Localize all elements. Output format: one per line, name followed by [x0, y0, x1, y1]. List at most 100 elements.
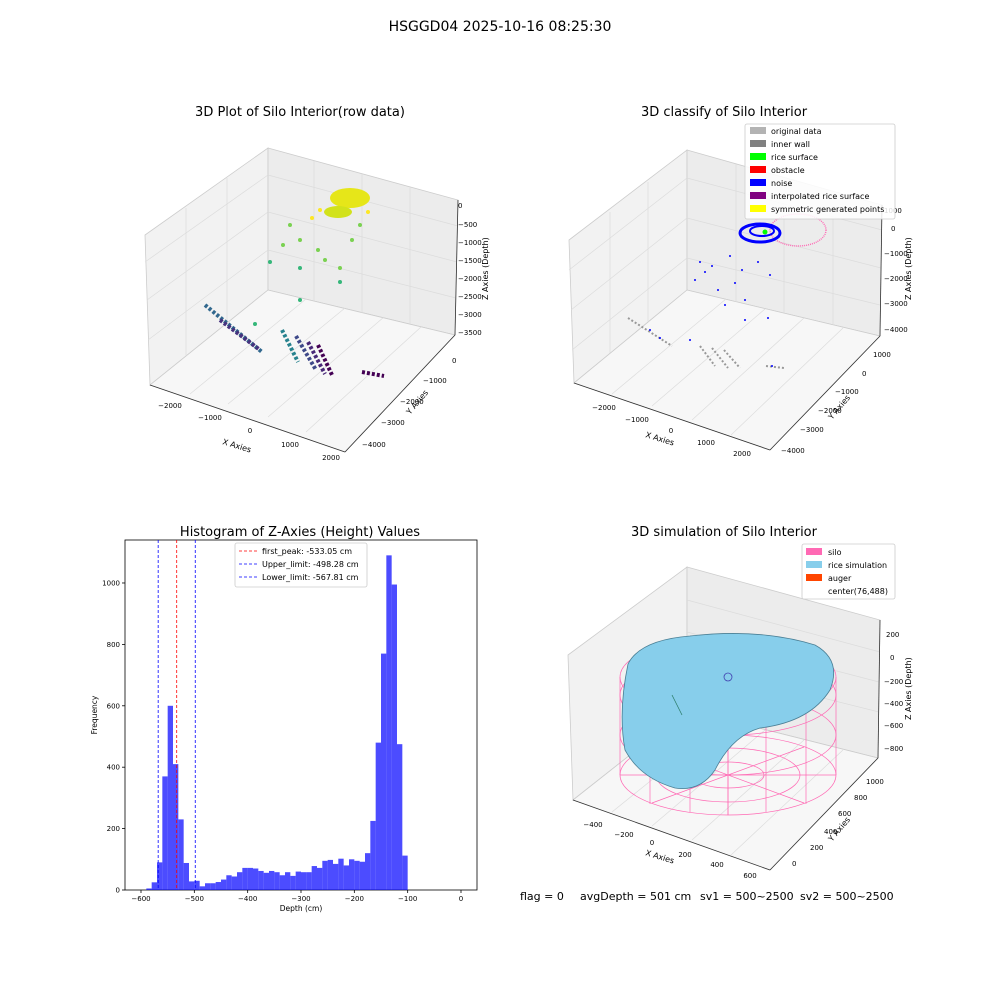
raw-y-axis-line: [344, 334, 456, 453]
classify-noise-point: [699, 261, 701, 263]
classify-noise-point: [694, 279, 696, 281]
raw-z-axis-line: [454, 199, 459, 336]
simulation-z-axis-label: Z Axies (Depth): [904, 657, 913, 720]
classify-ytick: −3000: [800, 426, 824, 434]
classify-points: [627, 213, 827, 369]
panel-raw-title: 3D Plot of Silo Interior(row data): [195, 105, 405, 120]
histogram-legend-label: Upper_limit: -498.28 cm: [262, 560, 359, 569]
histogram-bar: [327, 859, 333, 890]
histogram-bar: [279, 875, 285, 890]
simulation-ztick: −600: [884, 722, 903, 730]
panel-simulation-title: 3D simulation of Silo Interior: [631, 525, 818, 540]
classify-legend-items: original data inner wall rice surface obsta…: [750, 127, 884, 214]
histogram-xtick-label: −400: [238, 895, 257, 903]
simulation-xtick: 600: [743, 872, 756, 880]
histogram-legend-frame: [234, 542, 368, 588]
simulation-x-axis-label: X Axies: [644, 848, 675, 865]
histogram-bar: [274, 872, 280, 890]
silo-floor-spoke: [651, 746, 805, 804]
raw-xtick: 0: [248, 427, 252, 435]
raw-ztick: −500: [458, 221, 477, 229]
histogram-xtick-label: −200: [345, 895, 364, 903]
simulation-ytick: 0: [792, 860, 796, 868]
raw-point: [366, 210, 370, 214]
histogram-bar: [178, 819, 184, 890]
simulation-legend-items: silo rice simulation auger center(76,488): [806, 548, 888, 596]
panel-raw-axes-box: [144, 147, 459, 453]
histogram-bar: [231, 876, 237, 890]
histogram-ytick-label: 200: [107, 825, 120, 833]
classify-ztick: −3000: [884, 300, 908, 308]
raw-point: [253, 322, 257, 326]
raw-ztick: −2000: [458, 275, 482, 283]
classify-y-axis-line: [769, 335, 881, 451]
simulation-legend: silo rice simulation auger center(76,488): [801, 543, 896, 600]
footer-flag: flag = 0: [520, 890, 564, 903]
histogram-ytick-label: 400: [107, 764, 120, 772]
rice-simulation-surface: [621, 633, 834, 789]
classify-legend-label: inner wall: [771, 140, 810, 149]
histogram-bar: [397, 744, 403, 890]
footer-avg-depth: avgDepth = 501 cm: [580, 890, 691, 903]
classify-legend-swatch: [750, 140, 766, 147]
classify-legend-label: noise: [771, 179, 792, 188]
simulation-legend-swatch: [806, 561, 822, 568]
histogram-ytick-label: 1000: [102, 579, 120, 587]
simulation-xtick: 200: [678, 851, 691, 859]
classify-noise-point: [767, 317, 769, 319]
classify-legend-swatch: [750, 205, 766, 212]
raw-scatter-path: [218, 318, 262, 352]
panel-classify-title: 3D classify of Silo Interior: [641, 105, 808, 120]
histogram-bar: [370, 820, 376, 890]
raw-point: [350, 238, 354, 242]
simulation-z-axis-line: [877, 619, 881, 759]
panel-classify: 3D classify of Silo Interior −2000 −1000…: [568, 105, 913, 458]
histogram-ytick-label: 600: [107, 702, 120, 710]
histogram-xtick-label: −300: [291, 895, 310, 903]
histogram-xtick-label: −600: [131, 895, 150, 903]
classify-x-axis-line: [573, 382, 771, 451]
classify-interpolated-surface: [769, 213, 827, 247]
raw-ztick: −3500: [458, 329, 482, 337]
histogram-bar: [183, 862, 189, 890]
classify-ytick: 1000: [873, 351, 891, 359]
classify-xtick: 0: [669, 427, 673, 435]
simulation-ztick: −400: [884, 700, 903, 708]
simulation-footer: flag = 0 avgDepth = 501 cm sv1 = 500~250…: [520, 890, 894, 903]
raw-xtick: 1000: [281, 441, 299, 449]
classify-z-axis-label: Z Axies (Depth): [904, 237, 913, 300]
raw-point: [318, 208, 322, 212]
histogram-bar: [258, 870, 264, 890]
histogram-bar: [306, 872, 312, 890]
classify-ytick: 0: [862, 370, 866, 378]
histogram-bar: [253, 868, 259, 890]
classify-noise-point: [744, 319, 746, 321]
histogram-bar: [242, 867, 248, 890]
histogram-bar: [215, 882, 221, 890]
footer-sv1: sv1 = 500~2500: [700, 890, 794, 903]
histogram-bar: [173, 764, 179, 890]
raw-point: [298, 298, 302, 302]
raw-ytick: −4000: [362, 441, 386, 449]
raw-scatter-path: [316, 344, 334, 376]
histogram-legend-label: Lower_limit: -567.81 cm: [262, 573, 359, 582]
simulation-y-axis-line: [769, 757, 879, 871]
histogram-y-ticks: 0 200 400 600 800 1000: [102, 579, 125, 895]
histogram-x-ticks: −600 −500 −400 −300 −200 −100 0: [131, 890, 463, 903]
histogram-bar: [157, 862, 163, 890]
classify-ztick: −2000: [884, 275, 908, 283]
histogram-bar: [338, 858, 344, 890]
simulation-legend-label: rice simulation: [828, 561, 887, 570]
simulation-ytick: 200: [810, 844, 823, 852]
simulation-xtick: 400: [710, 861, 723, 869]
classify-original-path: [765, 365, 785, 369]
histogram-bar: [354, 860, 360, 890]
classify-xtick: 1000: [697, 439, 715, 447]
histogram-bar: [237, 872, 243, 890]
histogram-bar: [162, 776, 168, 890]
simulation-legend-frame: [801, 543, 896, 600]
classify-noise-ring: [738, 222, 782, 244]
classify-legend-frame: [744, 123, 896, 220]
classify-legend-swatch: [750, 127, 766, 134]
